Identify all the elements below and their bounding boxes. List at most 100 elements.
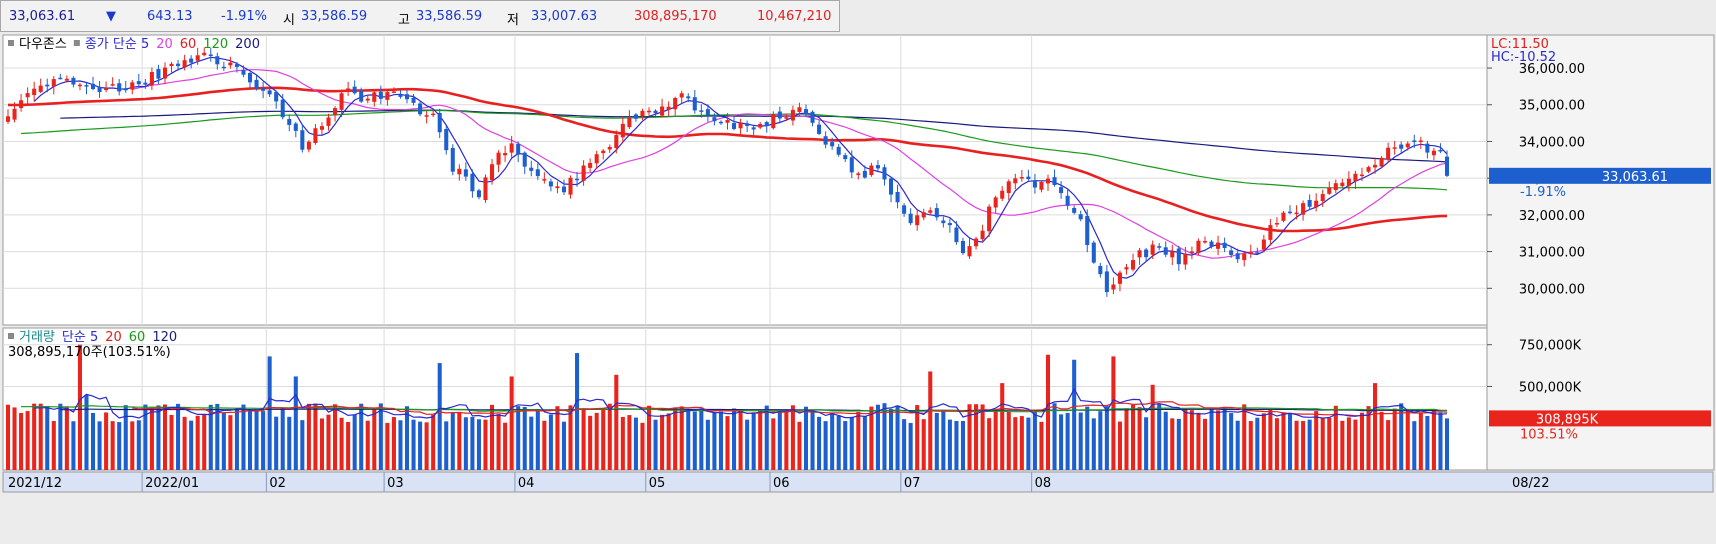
- candle-body: [117, 83, 122, 92]
- high-price: 33,586.59: [416, 9, 483, 24]
- candle-body: [712, 117, 717, 122]
- volume-bar: [5, 404, 11, 470]
- candle-body: [1340, 182, 1345, 187]
- candle-body: [581, 165, 586, 181]
- volume-bar: [620, 416, 625, 470]
- volume-bar: [1072, 359, 1077, 470]
- candle-body: [640, 110, 645, 117]
- candle-body: [385, 92, 390, 100]
- candle-body: [489, 164, 495, 181]
- volume-bar: [1444, 418, 1450, 470]
- candle-body: [561, 186, 567, 193]
- volume-bar: [1412, 421, 1417, 470]
- volume-bar: [535, 409, 540, 470]
- candle-body: [1392, 147, 1397, 149]
- candle-body: [915, 215, 920, 226]
- volume-bar: [823, 421, 828, 470]
- candle-body: [849, 157, 854, 173]
- volume-bar: [627, 415, 632, 470]
- volume-bar: [941, 410, 946, 470]
- x-axis-label: 07: [904, 476, 921, 491]
- last-price-tag-label: 33,063.61: [1602, 170, 1668, 185]
- volume-bar: [450, 412, 455, 470]
- volume-bar: [1222, 406, 1227, 470]
- x-axis-label: 05: [649, 476, 666, 491]
- candle-body: [895, 192, 900, 203]
- candle-body: [1032, 181, 1037, 188]
- candle-body: [91, 83, 96, 90]
- candle-body: [1314, 200, 1319, 208]
- volume-bar: [1013, 417, 1018, 470]
- candle-body: [313, 128, 318, 143]
- volume-bar: [208, 404, 213, 470]
- candle-body: [1412, 140, 1417, 142]
- candle-body: [293, 123, 298, 131]
- volume-bar: [169, 414, 174, 470]
- volume-bar: [1209, 409, 1214, 470]
- candle-body: [790, 109, 795, 121]
- candle-body: [1111, 284, 1116, 290]
- volume-legend-item: 60: [129, 330, 146, 345]
- price-legend-item: 다우존스: [19, 37, 67, 52]
- volume-bar: [718, 411, 723, 470]
- candle-body: [1144, 249, 1149, 258]
- volume-bar: [1353, 419, 1358, 470]
- candle-body: [1163, 247, 1168, 255]
- volume-bar: [378, 403, 383, 470]
- candle-body: [1274, 223, 1279, 225]
- volume-bar: [581, 409, 586, 470]
- candle-body: [326, 117, 331, 126]
- candle-body: [817, 124, 822, 134]
- volume-bar: [705, 419, 710, 470]
- candle-body: [1255, 252, 1260, 254]
- volume-bar: [875, 404, 880, 470]
- candle-body: [123, 88, 128, 91]
- price-legend-item: 20: [156, 37, 173, 52]
- candle-body: [516, 143, 521, 155]
- candle-body: [934, 208, 939, 218]
- candle-body: [941, 220, 946, 224]
- volume-bar: [529, 416, 534, 470]
- candle-body: [627, 117, 632, 128]
- volume-bar: [601, 408, 606, 470]
- candle-body: [830, 142, 835, 147]
- volume-bar: [254, 411, 259, 470]
- candle-body: [1418, 140, 1423, 142]
- candle-body: [1019, 177, 1024, 179]
- candle-body: [58, 77, 63, 80]
- volume-bar: [77, 344, 82, 470]
- last-volume-tag: [1489, 410, 1711, 427]
- change-arrow-icon: ▼: [106, 9, 116, 24]
- volume-bar: [1124, 408, 1129, 470]
- volume-bar: [1150, 384, 1155, 470]
- candle-body: [1196, 240, 1201, 253]
- candle-body: [594, 154, 599, 164]
- x-axis-end-label: 08/22: [1512, 476, 1549, 491]
- volume-bar: [365, 420, 370, 470]
- volume-bar: [856, 411, 861, 470]
- candle-body: [1386, 147, 1391, 160]
- volume-bar: [1157, 404, 1162, 470]
- volume-bar: [130, 421, 135, 470]
- volume-bar: [424, 422, 429, 470]
- volume-bar: [489, 404, 495, 470]
- volume-bar: [1137, 407, 1142, 470]
- volume-bar: [542, 420, 547, 470]
- candle-body: [1052, 177, 1057, 185]
- volume-bar: [1045, 354, 1051, 470]
- volume-bar: [1019, 416, 1024, 470]
- volume-bar: [1301, 420, 1306, 470]
- x-axis-label: 2021/12: [8, 476, 62, 491]
- candle-body: [38, 85, 43, 92]
- volume-bar: [313, 403, 318, 470]
- candle-body: [378, 91, 383, 99]
- candle-body: [404, 94, 410, 100]
- volume-bar: [751, 412, 756, 470]
- candle-body: [77, 84, 82, 87]
- candle-body: [234, 64, 239, 67]
- candle-body: [607, 146, 612, 150]
- x-axis-label: 2022/01: [145, 476, 199, 491]
- candle-body: [738, 122, 743, 129]
- volume-bar: [496, 414, 501, 470]
- volume-bar: [1183, 408, 1188, 470]
